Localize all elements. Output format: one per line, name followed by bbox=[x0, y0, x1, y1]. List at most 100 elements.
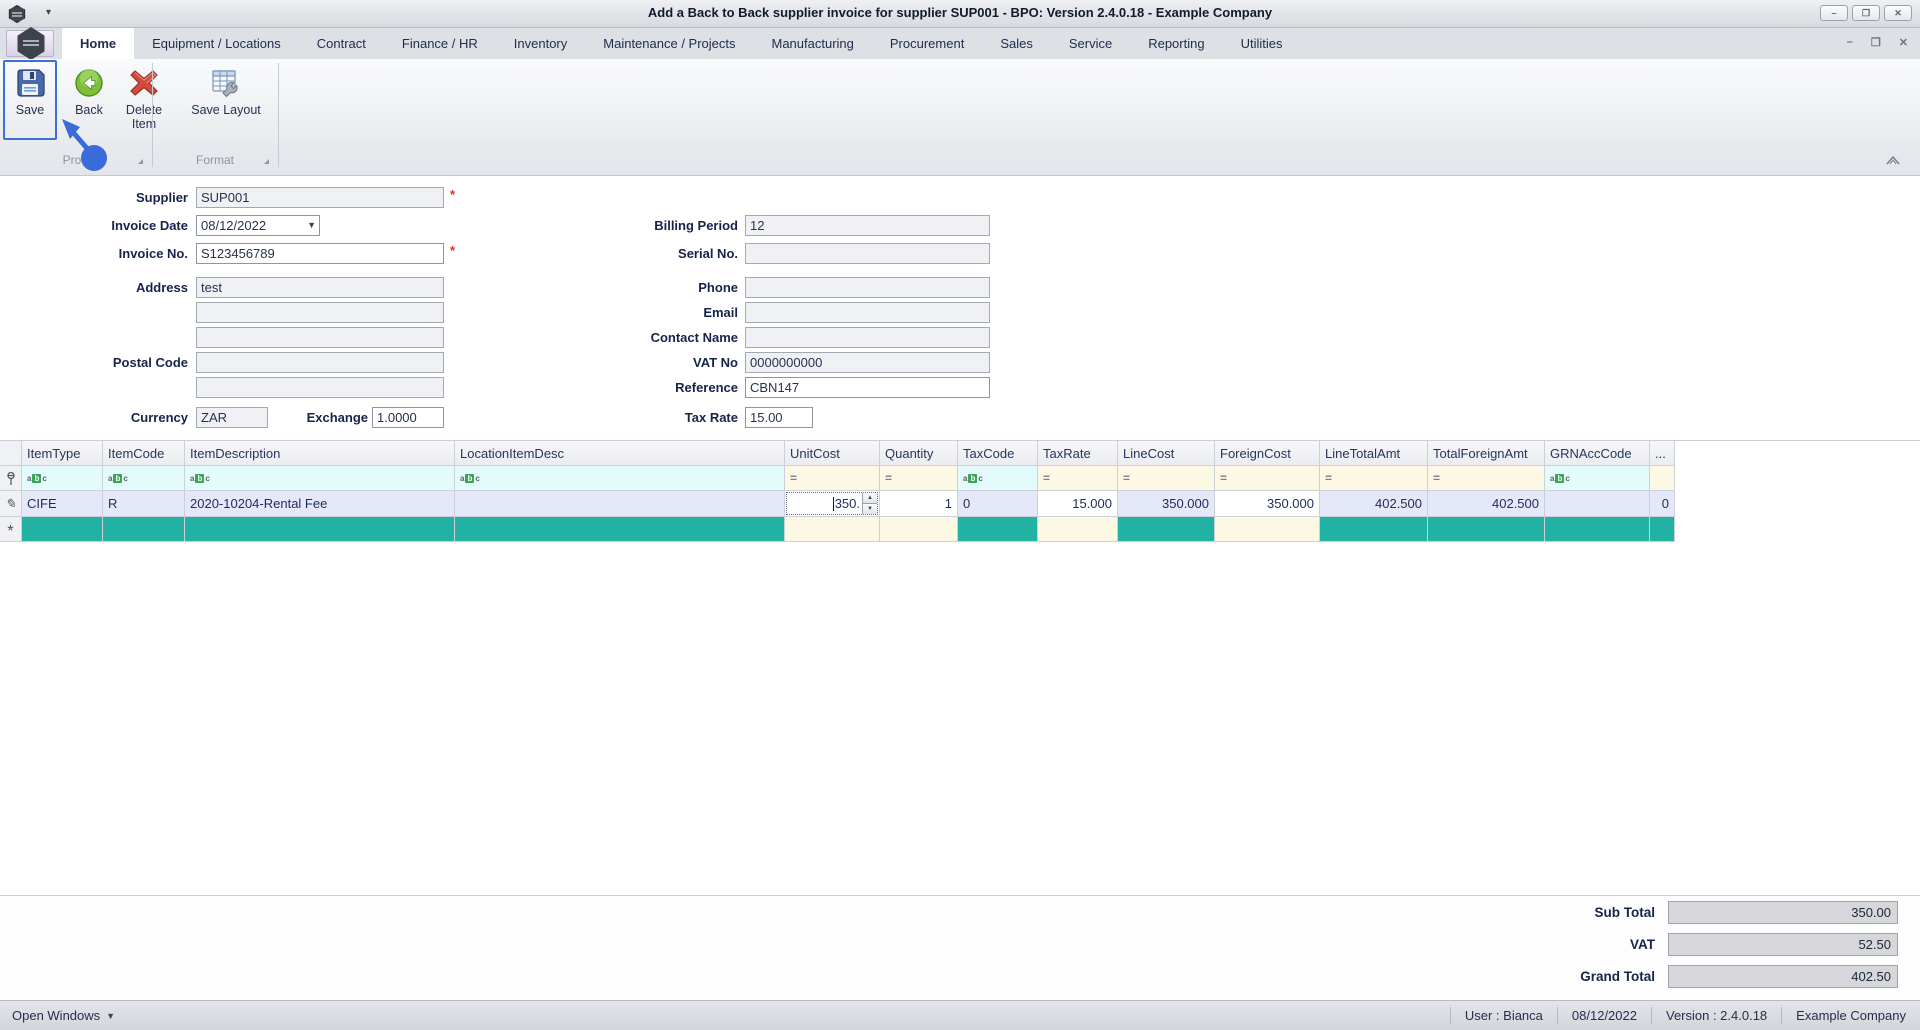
invoice-no-field[interactable]: S123456789 bbox=[196, 243, 444, 264]
child-minimize-button[interactable]: – bbox=[1846, 36, 1853, 48]
child-close-button[interactable]: ✕ bbox=[1898, 37, 1908, 49]
cell-tax-rate[interactable]: 15.000 bbox=[1038, 491, 1118, 517]
tab-equipment-locations[interactable]: Equipment / Locations bbox=[152, 36, 281, 51]
vat-no-field: 0000000000 bbox=[745, 352, 990, 373]
child-restore-button[interactable]: ❐ bbox=[1870, 37, 1881, 49]
group-dialog-launcher-icon[interactable] bbox=[138, 159, 143, 164]
tab-contract[interactable]: Contract bbox=[316, 36, 366, 51]
save-layout-button[interactable]: Save Layout bbox=[188, 62, 264, 138]
filter-cell-equals-icon[interactable]: = bbox=[1118, 466, 1215, 491]
open-windows-menu[interactable]: Open Windows ▼ bbox=[12, 1008, 116, 1023]
column-header[interactable]: UnitCost bbox=[785, 441, 880, 466]
save-layout-button-label: Save Layout bbox=[191, 103, 261, 117]
column-header[interactable]: TaxCode bbox=[958, 441, 1038, 466]
filter-cell[interactable] bbox=[1650, 466, 1675, 491]
text-caret bbox=[832, 496, 834, 511]
filter-cell-equals-icon[interactable]: = bbox=[1215, 466, 1320, 491]
cell-total-foreign-amt[interactable]: 402.500 bbox=[1428, 491, 1545, 517]
cell-item-description[interactable]: 2020-10204-Rental Fee bbox=[185, 491, 455, 517]
column-header[interactable]: ItemDescription bbox=[185, 441, 455, 466]
filter-cell-equals-icon[interactable]: = bbox=[880, 466, 958, 491]
save-button[interactable]: Save bbox=[3, 60, 57, 140]
spinner-buttons[interactable]: ▲ ▼ bbox=[862, 493, 877, 514]
close-button[interactable]: ✕ bbox=[1884, 5, 1912, 21]
cell-foreign-cost[interactable]: 350.000 bbox=[1215, 491, 1320, 517]
save-layout-icon bbox=[209, 66, 243, 100]
save-button-label: Save bbox=[15, 103, 45, 117]
column-header[interactable]: TotalForeignAmt bbox=[1428, 441, 1545, 466]
address-label: Address bbox=[135, 280, 188, 295]
app-logo-icon bbox=[17, 27, 45, 60]
column-header[interactable]: ItemCode bbox=[103, 441, 185, 466]
column-header[interactable]: TaxRate bbox=[1038, 441, 1118, 466]
required-marker: * bbox=[450, 243, 456, 258]
column-header[interactable]: LocationItemDesc bbox=[455, 441, 785, 466]
tab-home[interactable]: Home bbox=[62, 28, 135, 59]
cell-quantity[interactable]: 1 bbox=[880, 491, 958, 517]
tax-rate-field[interactable]: 15.00 bbox=[745, 407, 813, 428]
ribbon-collapse-icon[interactable] bbox=[1884, 153, 1902, 172]
column-header[interactable]: GRNAccCode bbox=[1545, 441, 1650, 466]
vat-field: 52.50 bbox=[1668, 933, 1898, 956]
column-header[interactable]: ForeignCost bbox=[1215, 441, 1320, 466]
cell-line-cost[interactable]: 350.000 bbox=[1118, 491, 1215, 517]
filter-cell-equals-icon[interactable]: = bbox=[1428, 466, 1545, 491]
filter-cell-equals-icon[interactable]: = bbox=[785, 466, 880, 491]
tab-finance-hr[interactable]: Finance / HR bbox=[401, 36, 478, 51]
restore-button[interactable]: ❐ bbox=[1852, 5, 1880, 21]
tab-reporting[interactable]: Reporting bbox=[1148, 36, 1205, 51]
cell-item-type[interactable]: CIFE bbox=[22, 491, 103, 517]
exchange-field[interactable]: 1.0000 bbox=[372, 407, 444, 428]
column-header[interactable]: LineTotalAmt bbox=[1320, 441, 1428, 466]
tab-sales[interactable]: Sales bbox=[1000, 36, 1033, 51]
tab-utilities[interactable]: Utilities bbox=[1240, 36, 1283, 51]
column-header[interactable]: LineCost bbox=[1118, 441, 1215, 466]
back-button[interactable]: Back bbox=[63, 62, 115, 138]
cell-tax-code[interactable]: 0 bbox=[958, 491, 1038, 517]
invoice-date-field[interactable]: 08/12/2022 ▼ bbox=[196, 215, 320, 236]
email-field bbox=[745, 302, 990, 323]
column-header[interactable]: Quantity bbox=[880, 441, 958, 466]
dropdown-arrow-icon[interactable]: ▼ bbox=[307, 220, 316, 230]
filter-cell-equals-icon[interactable]: = bbox=[1038, 466, 1118, 491]
column-header-more[interactable]: ... bbox=[1650, 441, 1675, 466]
cell-grn-acc-code[interactable] bbox=[1545, 491, 1650, 517]
cell-extra[interactable]: 0 bbox=[1650, 491, 1675, 517]
tab-procurement[interactable]: Procurement bbox=[889, 36, 965, 51]
vat-label: VAT bbox=[1630, 937, 1655, 952]
cell-item-code[interactable]: R bbox=[103, 491, 185, 517]
email-label: Email bbox=[703, 305, 738, 320]
tab-service[interactable]: Service bbox=[1068, 36, 1113, 51]
reference-field[interactable]: CBN147 bbox=[745, 377, 990, 398]
cell-unit-cost-editor[interactable]: 350. ▲ ▼ bbox=[785, 491, 880, 517]
postal-code-label: Postal Code bbox=[112, 355, 188, 370]
tax-rate-label: Tax Rate bbox=[684, 410, 738, 425]
tab-inventory[interactable]: Inventory bbox=[513, 36, 568, 51]
group-dialog-launcher-icon[interactable] bbox=[264, 159, 269, 164]
status-bar: Open Windows ▼ User : Bianca 08/12/2022 … bbox=[0, 1000, 1920, 1030]
ribbon: Save Back Delete Item bbox=[0, 59, 1920, 176]
grid-new-item-row[interactable]: * bbox=[0, 517, 1675, 542]
address-field-3 bbox=[196, 327, 444, 348]
cell-line-total-amt[interactable]: 402.500 bbox=[1320, 491, 1428, 517]
delete-item-button[interactable]: Delete Item bbox=[118, 62, 170, 138]
exchange-label: Exchange bbox=[306, 410, 368, 425]
quick-access-dropdown-icon[interactable]: ▾ bbox=[46, 7, 52, 18]
application-menu-button[interactable] bbox=[6, 27, 54, 60]
minimize-button[interactable]: – bbox=[1820, 5, 1848, 21]
tab-manufacturing[interactable]: Manufacturing bbox=[771, 36, 854, 51]
postal-code-field-1 bbox=[196, 352, 444, 373]
filter-cell-equals-icon[interactable]: = bbox=[1320, 466, 1428, 491]
address-field-1: test bbox=[196, 277, 444, 298]
supplier-label: Supplier bbox=[135, 190, 188, 205]
cell-location-item-desc[interactable] bbox=[455, 491, 785, 517]
column-header[interactable]: ItemType bbox=[22, 441, 103, 466]
grid-data-row[interactable]: ✎ CIFE R 2020-10204-Rental Fee 350. ▲ ▼ … bbox=[0, 491, 1675, 517]
tab-maintenance-projects[interactable]: Maintenance / Projects bbox=[603, 36, 736, 51]
